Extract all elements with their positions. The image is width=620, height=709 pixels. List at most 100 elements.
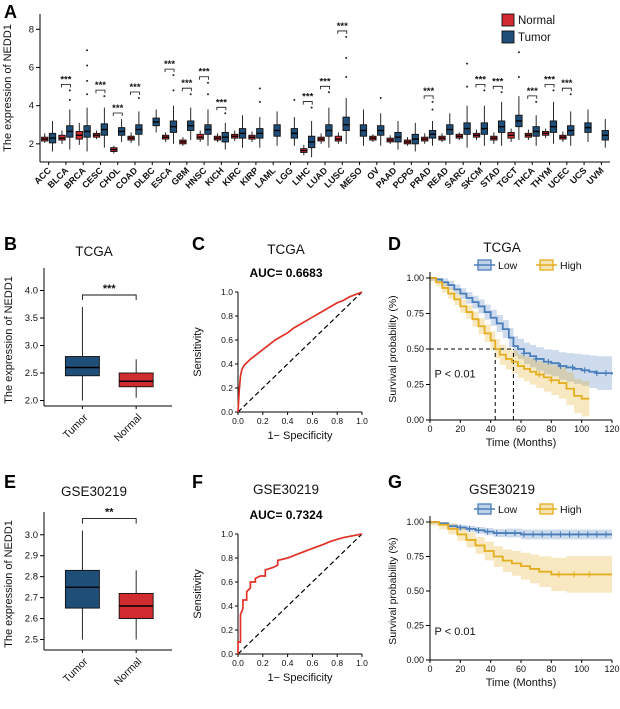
svg-text:0.2: 0.2 [221, 625, 233, 635]
svg-text:2.0: 2.0 [25, 396, 38, 407]
panel-b-title: TCGA [75, 244, 113, 259]
svg-text:2.6: 2.6 [25, 614, 38, 625]
svg-text:1− Specificity: 1− Specificity [267, 430, 333, 442]
panel-g: G GSE30219 0 20 40 60 80 100 120 0.00 0.25 0.50 0.… [384, 470, 620, 709]
svg-text:0.8: 0.8 [331, 416, 343, 426]
panel-label-c: C [192, 234, 205, 254]
svg-text:2.5: 2.5 [25, 635, 38, 646]
tcga-boxplot: 2.0 2.5 3.0 3.5 4.0 The expression of NEDD1 Tu… [3, 268, 172, 444]
svg-text:80: 80 [546, 424, 556, 434]
panel-c-auc-label: AUC= 0.6683 [249, 266, 323, 280]
svg-text:80: 80 [546, 664, 556, 674]
svg-text:KICH: KICH [203, 165, 226, 188]
svg-text:Sensitivity: Sensitivity [192, 327, 204, 377]
svg-text:0.25: 0.25 [406, 380, 424, 390]
panel-f-auc-label: AUC= 0.7324 [249, 508, 323, 522]
svg-text:2.5: 2.5 [25, 368, 38, 379]
svg-text:2.8: 2.8 [25, 572, 38, 583]
svg-text:0.50: 0.50 [406, 586, 424, 596]
gse30219-boxplot: 2.5 2.6 2.7 2.8 2.9 3.0 The expression of NEDD… [3, 507, 172, 688]
svg-text:Survival probability (%): Survival probability (%) [387, 295, 399, 402]
svg-text:***: *** [103, 283, 117, 295]
svg-text:0.2: 0.2 [221, 383, 233, 393]
svg-text:0.0: 0.0 [232, 658, 244, 668]
svg-text:0.6: 0.6 [221, 577, 233, 587]
panel-f-title: GSE30219 [252, 482, 320, 497]
svg-text:0.2: 0.2 [257, 416, 269, 426]
svg-text:0: 0 [427, 424, 432, 434]
svg-text:KIRC: KIRC [220, 165, 243, 188]
gse30219-survival-curve: 0 20 40 60 80 100 120 0.00 0.25 0.50 0.75 1.00 Time … [387, 503, 620, 689]
svg-text:***: *** [492, 76, 503, 87]
svg-text:***: *** [544, 74, 555, 85]
svg-text:0.4: 0.4 [221, 359, 233, 369]
svg-text:0.2: 0.2 [257, 658, 269, 668]
svg-text:***: *** [112, 103, 123, 114]
svg-text:Low: Low [498, 504, 518, 516]
svg-text:0.0: 0.0 [232, 416, 244, 426]
svg-text:40: 40 [486, 424, 496, 434]
svg-text:100: 100 [574, 664, 589, 674]
svg-text:60: 60 [516, 664, 526, 674]
svg-text:Time (Months): Time (Months) [486, 677, 557, 689]
svg-text:0.6: 0.6 [306, 416, 318, 426]
svg-text:Low: Low [498, 260, 518, 272]
tcga-roc-curve: 0.00.0 0.2 0.2 0.4 0.4 0.6 0.6 0.8 0.8 1.0 1.0 1− S… [192, 287, 368, 442]
svg-text:***: *** [527, 86, 538, 97]
svg-text:20: 20 [455, 664, 465, 674]
svg-text:***: *** [164, 59, 175, 70]
panel-label-b: B [4, 234, 17, 254]
svg-text:***: *** [337, 21, 348, 32]
svg-text:Normal: Normal [518, 15, 555, 27]
svg-text:***: *** [423, 86, 434, 97]
svg-text:120: 120 [604, 664, 619, 674]
svg-text:1− Specificity: 1− Specificity [267, 672, 333, 684]
svg-text:UVM: UVM [585, 165, 606, 186]
svg-text:3.5: 3.5 [25, 313, 38, 324]
svg-text:1.0: 1.0 [221, 529, 233, 539]
svg-text:0.0: 0.0 [221, 649, 233, 659]
svg-text:The expression of NEDD1: The expression of NEDD1 [3, 276, 15, 404]
svg-text:***: *** [199, 67, 210, 78]
svg-text:1.0: 1.0 [356, 416, 368, 426]
svg-text:***: *** [216, 97, 227, 108]
svg-text:0: 0 [427, 664, 432, 674]
svg-text:Tumor: Tumor [61, 411, 91, 441]
panel-a: A 2 4 6 8 The expression of NEDD1 ACC *** BLCA B… [0, 0, 620, 232]
svg-text:***: *** [319, 76, 330, 87]
svg-text:120: 120 [604, 424, 619, 434]
svg-text:Tumor: Tumor [61, 655, 91, 685]
panel-c-title: TCGA [267, 242, 305, 257]
svg-text:P < 0.01: P < 0.01 [435, 626, 476, 638]
svg-text:0.8: 0.8 [331, 658, 343, 668]
svg-text:High: High [560, 504, 582, 516]
svg-text:***: *** [475, 74, 486, 85]
svg-text:0.6: 0.6 [306, 658, 318, 668]
svg-text:4.0: 4.0 [25, 286, 38, 297]
svg-text:1.00: 1.00 [406, 517, 424, 527]
svg-text:The expression of NEDD1: The expression of NEDD1 [2, 24, 14, 152]
svg-text:***: *** [181, 78, 192, 89]
svg-text:40: 40 [486, 664, 496, 674]
svg-text:***: *** [129, 82, 140, 93]
svg-text:3.0: 3.0 [25, 341, 38, 352]
svg-text:0.8: 0.8 [221, 553, 233, 563]
svg-text:0.00: 0.00 [406, 655, 424, 665]
svg-text:100: 100 [574, 424, 589, 434]
svg-text:0.25: 0.25 [406, 621, 424, 631]
svg-text:0.4: 0.4 [221, 601, 233, 611]
svg-text:Normal: Normal [112, 412, 144, 444]
svg-text:0.50: 0.50 [406, 344, 424, 354]
svg-text:1.00: 1.00 [406, 273, 424, 283]
svg-text:60: 60 [516, 424, 526, 434]
panel-label-f: F [192, 472, 203, 492]
panel-label-e: E [4, 472, 17, 492]
svg-text:The expression of NEDD1: The expression of NEDD1 [3, 520, 15, 648]
svg-text:2: 2 [29, 139, 34, 150]
svg-text:***: *** [60, 74, 71, 85]
svg-text:0.00: 0.00 [406, 415, 424, 425]
svg-text:6: 6 [29, 62, 34, 73]
panel-b: B TCGA 2.0 2.5 3.0 3.5 4.0 The expression of … [0, 232, 188, 470]
svg-text:0.4: 0.4 [282, 416, 294, 426]
